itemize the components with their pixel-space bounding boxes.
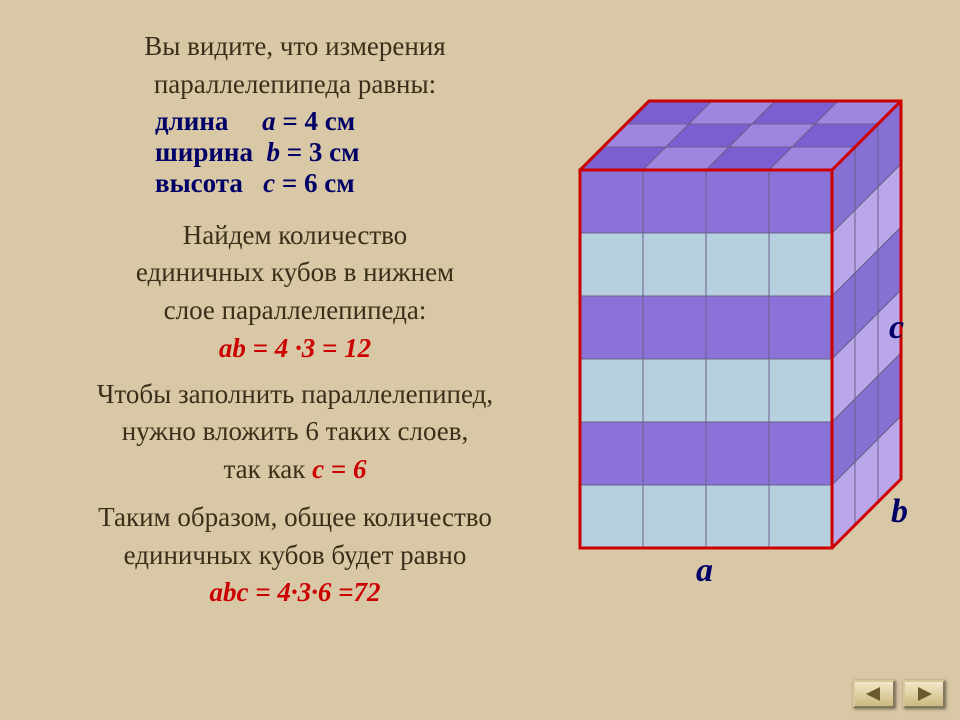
dim-a-val: = 4 см bbox=[282, 106, 355, 136]
arrow-left-icon bbox=[864, 686, 884, 702]
dim-b-var: b bbox=[266, 137, 280, 167]
p2-line3: слое параллелепипеда: bbox=[40, 294, 550, 328]
dimensions-block: длина a = 4 см ширина b = 3 см высота c … bbox=[155, 106, 550, 199]
p3-l3b: c = 6 bbox=[312, 454, 366, 484]
dim-a: длина a = 4 см bbox=[155, 106, 550, 137]
dim-a-var: a bbox=[262, 106, 276, 136]
dim-b-label: ширина bbox=[155, 137, 253, 167]
p4-line1: Таким образом, общее количество bbox=[40, 501, 550, 535]
p2-line2: единичных кубов в нижнем bbox=[40, 256, 550, 290]
slide: Вы видите, что измерения параллелепипеда… bbox=[0, 0, 960, 720]
arrow-right-icon bbox=[914, 686, 934, 702]
p3-line3: так как c = 6 bbox=[40, 453, 550, 487]
p3-line1: Чтобы заполнить параллелепипед, bbox=[40, 378, 550, 412]
dim-c-label: высота bbox=[155, 168, 243, 198]
formula-abc: abc = 4·3·6 =72 bbox=[209, 577, 380, 607]
p2-line1: Найдем количество bbox=[40, 219, 550, 253]
dim-c-var: c bbox=[263, 168, 275, 198]
nav-buttons bbox=[853, 680, 945, 708]
cuboid-figure: a b c bbox=[575, 95, 905, 655]
p3-l3a: так как bbox=[224, 454, 313, 484]
dim-b-val: = 3 см bbox=[287, 137, 360, 167]
axis-label-c: c bbox=[889, 309, 904, 347]
intro-line1: Вы видите, что измерения bbox=[40, 30, 550, 64]
prev-button[interactable] bbox=[853, 680, 895, 708]
dim-b: ширина b = 3 см bbox=[155, 137, 550, 168]
intro-line2: параллелепипеда равны: bbox=[40, 68, 550, 102]
p3-line2: нужно вложить 6 таких слоев, bbox=[40, 415, 550, 449]
dim-c: высота c = 6 см bbox=[155, 168, 550, 199]
dim-c-val: = 6 см bbox=[282, 168, 355, 198]
p4-line2: единичных кубов будет равно bbox=[40, 539, 550, 573]
formula-ab: ab = 4 ·3 = 12 bbox=[219, 333, 371, 363]
axis-label-a: a bbox=[696, 552, 713, 590]
axis-label-b: b bbox=[891, 493, 908, 531]
cuboid-svg bbox=[575, 95, 905, 655]
dim-a-label: длина bbox=[155, 106, 228, 136]
text-column: Вы видите, что измерения параллелепипеда… bbox=[40, 30, 550, 614]
next-button[interactable] bbox=[903, 680, 945, 708]
